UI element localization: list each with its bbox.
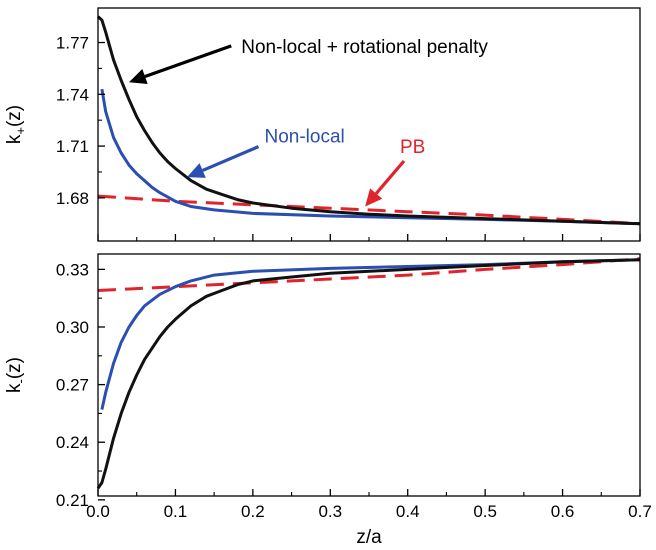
x-tick-label-1: 0.1 [164,502,188,521]
x-tick-label-3: 0.3 [318,502,342,521]
x-tick-label-0: 0.0 [86,502,110,521]
annotation-arrow-shaft-1 [202,145,260,172]
y-tick-label-bottom-1: 0.24 [56,433,89,452]
top-series-non-local [100,88,641,226]
x-tick-label-6: 0.6 [551,502,575,521]
y-tick-label-top-3: 1.77 [56,34,89,53]
top-y-axis-title-main: k [4,134,25,144]
y-tick-label-top-2: 1.74 [56,85,89,104]
top-annotations: Non-local + rotational penalty Non-local P… [128,37,488,207]
top-y-axis-title-tail: (z) [4,105,25,127]
x-axis-title: z/a [356,527,382,548]
bottom-series-pb [97,257,641,292]
bottom-ticks: 0.21 0.24 0.27 0.30 0.33 0.0 0.1 0.2 0.3 0.4 0.5 0.… [56,260,652,521]
top-series-non-local-rotational-penalty [96,15,641,226]
bottom-series-group [96,257,641,490]
bottom-panel: 0.21 0.24 0.27 0.30 0.33 0.0 0.1 0.2 0.3 0.4 0.5 0.… [4,253,652,548]
top-y-axis-title: k+(z) [4,105,28,144]
y-tick-label-bottom-0: 0.21 [56,491,89,510]
x-tick-label-4: 0.4 [396,502,420,521]
annotation-arrow-head-0 [128,68,148,85]
top-series-group [96,15,641,226]
y-tick-label-top-1: 1.71 [56,137,89,156]
y-tick-label-bottom-2: 0.27 [56,376,89,395]
y-tick-label-top-0: 1.68 [56,189,89,208]
top-series-pb [97,194,641,226]
x-tick-label-2: 0.2 [241,502,265,521]
x-tick-label-5: 0.5 [473,502,497,521]
top-panel: Non-local + rotational penalty Non-local P… [4,7,641,242]
top-ticks: 1.68 1.71 1.74 1.77 [56,34,641,241]
annotation-pb: PB [400,137,425,158]
bottom-y-axis-title-main: k [4,383,25,393]
annotation-arrow-head-2 [365,188,383,207]
annotation-non-local-rotational-penalty: Non-local + rotational penalty [241,37,488,58]
bottom-plot-frame [97,253,641,497]
x-tick-label-7: 0.7 [628,502,652,521]
bottom-y-axis-title-tail: (z) [4,357,25,379]
bottom-series-non-local [100,258,641,410]
y-tick-label-bottom-4: 0.33 [56,260,89,279]
annotation-arrow-shaft-0 [144,44,232,79]
bottom-y-axis-title: k-(z) [4,357,28,393]
annotation-arrow-head-1 [187,163,206,178]
top-y-axis-title-sub: + [13,127,28,135]
y-tick-label-bottom-3: 0.30 [56,318,89,337]
annotation-arrow-shaft-2 [374,159,406,195]
annotation-non-local: Non-local [264,127,344,148]
bottom-y-axis-title-sub: - [13,379,28,383]
bottom-series-non-local-rotational-penalty [96,258,641,490]
